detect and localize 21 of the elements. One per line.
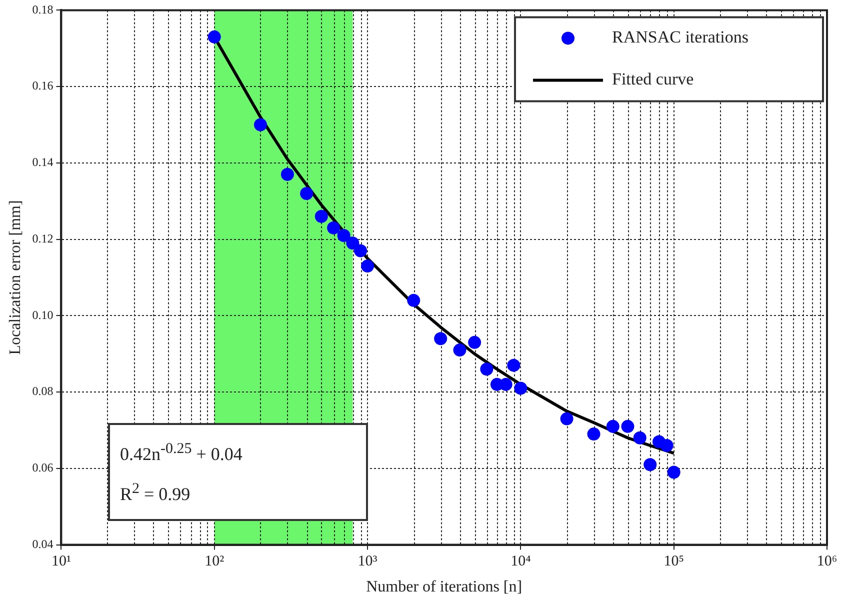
y-tick-label: 0.16 [32, 78, 54, 93]
x-tick-label: 10⁵ [664, 554, 684, 570]
y-tick-label: 0.12 [32, 231, 54, 246]
y-tick-label: 0.06 [32, 460, 54, 475]
formula-box: 0.42n$^{-0.25}$ + 0.04 R$^{2}$ = 0.99 [108, 423, 368, 521]
y-tick-label: 0.18 [32, 2, 54, 16]
x-tick-label: 10⁶ [816, 554, 838, 570]
y-axis-title: Localization error [mm] [6, 200, 24, 355]
legend-label: RANSAC iterations [612, 28, 748, 47]
y-tick-label: 0.14 [32, 155, 54, 170]
legend-label: Fitted curve [612, 70, 694, 89]
x-axis-title: Number of iterations [n] [366, 578, 522, 596]
y-tick-label: 0.08 [32, 384, 54, 398]
x-tick-label: 10² [204, 554, 225, 570]
x-tick-label: 10¹ [51, 554, 71, 570]
x-tick-label: 10³ [358, 554, 378, 570]
annotation: 0.42n$^{-0.25}$ + 0.04 [120, 441, 244, 465]
y-tick-label: 0.10 [32, 308, 54, 322]
annotation: R$^{2}$ = 0.99 [120, 481, 192, 505]
y-tick-label: 0.04 [32, 536, 54, 551]
x-tick-label: 10⁴ [510, 554, 531, 570]
